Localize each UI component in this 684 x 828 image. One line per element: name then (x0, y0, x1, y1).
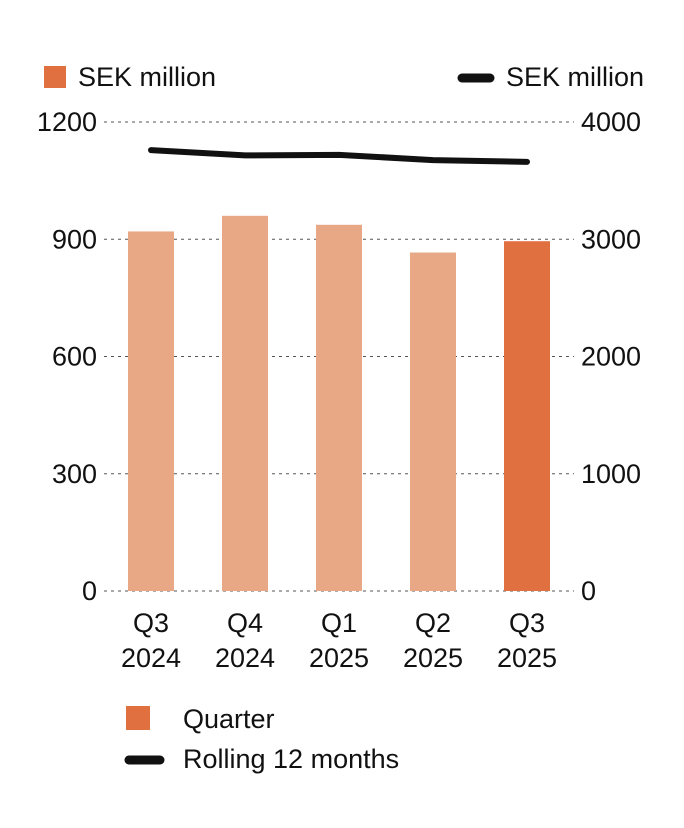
x-tick-label-year: 2024 (121, 643, 181, 673)
left-tick-label: 0 (82, 576, 97, 606)
right-axis-unit-label: SEK million (506, 62, 644, 92)
bar (504, 241, 550, 591)
x-tick-label-quarter: Q3 (133, 608, 169, 638)
x-axis-labels: Q3 2024 Q4 2024 Q1 2025 Q2 2025 Q3 2025 (121, 608, 557, 673)
x-tick-label-year: 2024 (215, 643, 275, 673)
x-tick-label-quarter: Q4 (227, 608, 263, 638)
legend-quarter-swatch (126, 706, 150, 730)
right-axis-ticks: 0 1000 2000 3000 4000 (581, 107, 641, 606)
left-axis-ticks: 0 300 600 900 1200 (37, 107, 97, 606)
right-tick-label: 0 (581, 576, 596, 606)
gridlines (104, 121, 574, 592)
left-axis-unit-label: SEK million (78, 62, 216, 92)
left-tick-label: 1200 (37, 107, 97, 137)
right-tick-label: 1000 (581, 459, 641, 489)
rolling-12-months-line (148, 147, 530, 165)
bar-series-quarter (128, 215, 550, 592)
bar (128, 231, 174, 591)
left-tick-label: 900 (52, 224, 97, 254)
x-tick-label-year: 2025 (309, 643, 369, 673)
right-tick-label: 4000 (581, 107, 641, 137)
bar (316, 224, 362, 591)
left-tick-label: 600 (52, 342, 97, 372)
bar (410, 252, 456, 591)
x-tick-label-year: 2025 (403, 643, 463, 673)
legend-quarter-label: Quarter (183, 704, 275, 734)
line-series-rolling-12-months (148, 147, 530, 165)
x-tick-label-quarter: Q2 (415, 608, 451, 638)
x-tick-label-year: 2025 (497, 643, 557, 673)
right-tick-label: 2000 (581, 342, 641, 372)
legend-rolling-label: Rolling 12 months (183, 744, 399, 774)
x-tick-label-quarter: Q1 (321, 608, 357, 638)
bar (222, 215, 268, 592)
x-tick-label-quarter: Q3 (509, 608, 545, 638)
left-tick-label: 300 (52, 459, 97, 489)
right-tick-label: 3000 (581, 224, 641, 254)
left-unit-swatch (44, 66, 66, 88)
